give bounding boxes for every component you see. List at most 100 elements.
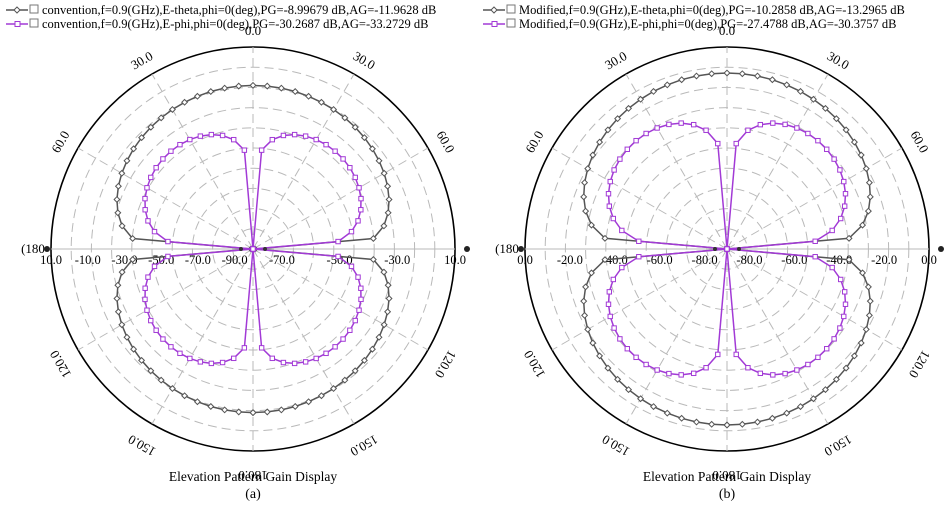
angle-tick-label: 150.0 — [348, 432, 381, 460]
series-marker-diamond — [341, 114, 349, 122]
series-marker-diamond — [168, 385, 176, 393]
series-marker-square — [606, 289, 613, 295]
series-marker-square — [690, 370, 697, 377]
series-marker-diamond — [738, 420, 746, 428]
radial-tick-label: 0.0 — [517, 253, 533, 267]
series-marker-diamond — [678, 76, 686, 84]
radial-tick-label: -40.0 — [826, 253, 852, 267]
series-marker-square — [302, 133, 309, 139]
series-marker-diamond — [375, 333, 383, 341]
series-marker-square — [654, 367, 660, 373]
radial-tick-label: -80.0 — [692, 253, 718, 267]
series-marker-diamond — [842, 364, 850, 372]
series-marker-square — [187, 355, 193, 362]
radial-tick-label: -30.0 — [384, 253, 410, 267]
series-marker-diamond — [181, 98, 189, 106]
polar-grid-spoke — [252, 248, 429, 351]
series-marker-diamond — [809, 395, 817, 403]
series-marker-square — [197, 359, 204, 365]
angle-tick-label: 0.0 — [719, 23, 735, 38]
series-marker-square — [841, 203, 848, 209]
series-marker-diamond — [369, 234, 377, 242]
series-marker-diamond — [114, 182, 122, 190]
series-marker-diamond — [625, 386, 633, 394]
series-marker-square — [165, 253, 171, 260]
series-marker-square — [617, 156, 623, 162]
series-marker-diamond — [580, 193, 588, 201]
series-marker-square — [824, 346, 830, 352]
series-marker-square — [605, 301, 612, 307]
series-marker-square — [358, 207, 364, 213]
series-marker-square — [231, 355, 237, 362]
series-marker-square — [636, 254, 642, 260]
series-marker-diamond — [862, 165, 870, 173]
series-marker-diamond — [601, 234, 609, 242]
series-marker-square — [165, 238, 171, 245]
radial-tick-label: -90.0 — [222, 253, 248, 267]
series-marker-square — [231, 136, 237, 143]
series-marker-diamond — [581, 179, 589, 187]
series-marker-diamond — [865, 311, 873, 319]
series-marker-square — [219, 359, 226, 366]
legend-entry: Modified,f=0.9(GHz),E-phi,phi=0(deg),PG=… — [519, 17, 896, 31]
radial-tick-label: -20.0 — [557, 253, 583, 267]
series-marker-diamond — [663, 81, 671, 89]
legend-entry: convention,f=0.9(GHz),E-phi,phi=0(deg),P… — [42, 17, 428, 31]
series-marker-diamond — [663, 409, 671, 417]
series-marker-square — [770, 372, 776, 378]
series-marker-diamond — [738, 70, 746, 78]
series-marker-diamond — [380, 169, 388, 177]
series-marker-square — [142, 285, 148, 291]
series-marker-diamond — [614, 115, 622, 123]
series-marker-diamond — [783, 409, 791, 417]
series-marker-diamond — [862, 325, 870, 333]
angle-tick-label: (180 — [495, 241, 519, 256]
series-marker-diamond — [129, 234, 137, 242]
series-marker-diamond — [589, 151, 597, 159]
series-marker-diamond — [753, 72, 762, 80]
radial-tick-label: -80.0 — [736, 253, 762, 267]
series-marker-square — [678, 372, 684, 378]
series-marker-diamond — [291, 402, 299, 410]
series-marker-square — [313, 355, 319, 362]
series-marker-square — [624, 346, 630, 352]
series-marker-square — [153, 327, 159, 333]
polar-grid-spoke — [77, 248, 254, 351]
radial-tick-label: -40.0 — [602, 253, 628, 267]
series-marker-square — [145, 218, 151, 224]
radial-tick-label: -60.0 — [781, 253, 807, 267]
series-marker-diamond — [118, 268, 126, 276]
series-marker-square — [356, 307, 362, 313]
series-marker-diamond — [708, 420, 716, 428]
series-marker-diamond — [263, 82, 271, 90]
series-marker-diamond — [360, 134, 368, 142]
series-marker-diamond — [604, 364, 612, 372]
series-marker-square — [678, 120, 684, 126]
left-pin-icon — [44, 246, 50, 252]
series-marker-diamond — [859, 221, 867, 229]
series-marker-square — [794, 125, 800, 131]
series-marker-diamond — [375, 157, 383, 165]
series-marker-diamond — [277, 406, 285, 414]
series-marker-square — [347, 327, 353, 333]
chart-title: Elevation Pattern Gain Display — [643, 469, 812, 484]
polar-grid-spoke — [625, 248, 728, 425]
series-marker-square — [177, 141, 183, 148]
series-marker-diamond — [384, 209, 392, 217]
series-marker-square — [617, 336, 623, 342]
series-marker-square — [145, 274, 151, 280]
series-marker-diamond — [768, 414, 776, 422]
angle-tick-label: 180.0 — [712, 468, 741, 483]
series-marker-square — [703, 127, 709, 133]
series-marker-square — [757, 370, 764, 377]
series-marker-diamond — [351, 367, 359, 375]
series-marker-square — [829, 264, 835, 271]
angle-tick-label: 0.0 — [245, 23, 261, 38]
legend-checkbox — [506, 4, 516, 14]
series-marker-square — [607, 313, 613, 320]
series-marker-diamond — [157, 376, 165, 384]
series-marker-diamond — [360, 356, 368, 364]
series-marker-diamond — [368, 345, 376, 353]
angle-tick-label: 150.0 — [125, 432, 158, 460]
